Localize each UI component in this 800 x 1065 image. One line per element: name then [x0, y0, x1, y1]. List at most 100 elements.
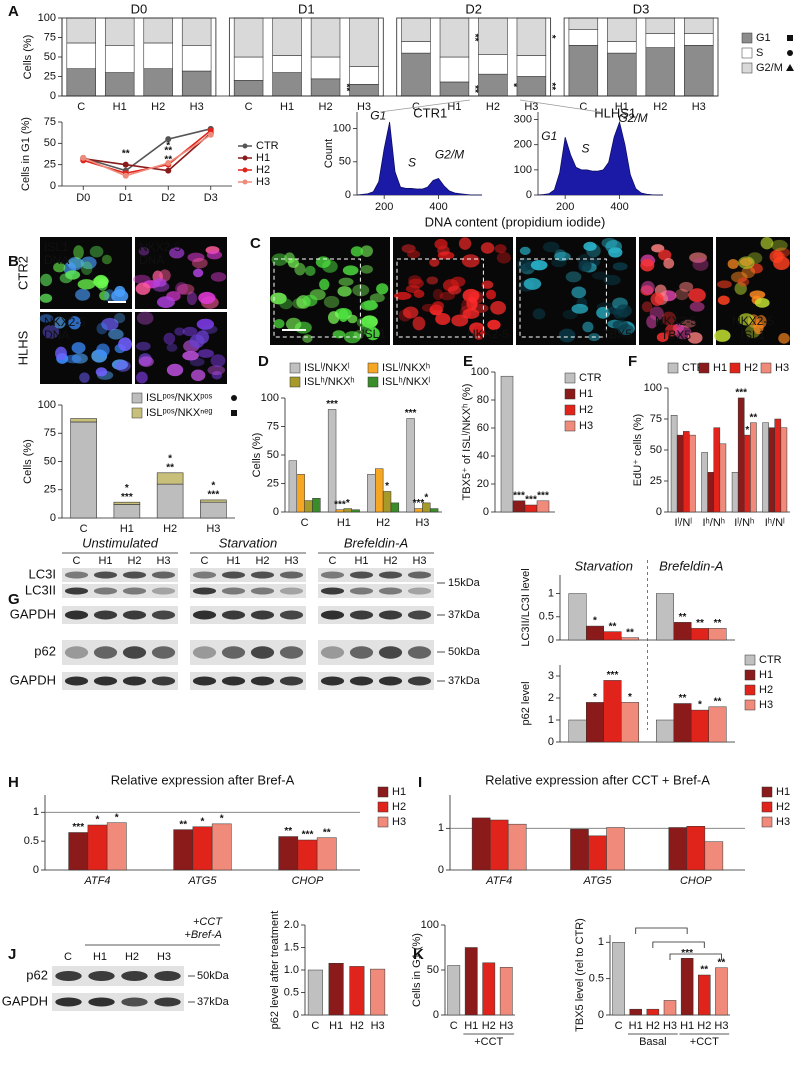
blot-band [407, 610, 432, 620]
bar-segment [113, 504, 141, 519]
bar-segment [143, 68, 173, 97]
bar-segment [607, 41, 637, 54]
nucleus [319, 278, 330, 291]
channel-label: NKX2-5 [139, 240, 181, 254]
blot-band [122, 646, 147, 659]
blot-band [378, 676, 403, 686]
blot-band [64, 587, 89, 595]
bar [316, 837, 337, 871]
bar [656, 719, 674, 743]
y-tick-label: 100 [261, 392, 279, 404]
x-tick-label: H1 [337, 517, 351, 529]
point [122, 172, 129, 179]
y-tick-label: 25 [44, 159, 56, 171]
blot-band [378, 571, 403, 579]
blot-strip [318, 606, 434, 624]
y-tick-label: 1 [33, 806, 39, 818]
panel-letter: I [418, 774, 422, 791]
blot-band [122, 676, 147, 686]
bar [192, 826, 213, 871]
bar [586, 702, 604, 743]
nucleus [176, 283, 195, 295]
peak-label: G2/M [618, 111, 647, 125]
blot-band [64, 646, 89, 659]
bar [568, 593, 587, 641]
bar [68, 832, 89, 871]
chart-title: Relative expression after Bref-A [111, 772, 295, 787]
nucleus [558, 328, 576, 343]
x-tick-label: H2 [163, 523, 177, 535]
x-tick-label: H1 [113, 101, 127, 113]
row-label: p62 [34, 643, 56, 658]
nucleus [542, 241, 560, 253]
bar-segment [70, 421, 97, 519]
nucleus [343, 331, 361, 344]
channel-label: DNA [139, 253, 164, 267]
histogram-area [356, 121, 482, 196]
nucleus [461, 254, 480, 268]
bar [297, 839, 318, 871]
bar-segment [104, 17, 135, 46]
nucleus [136, 311, 154, 325]
significance: *** [413, 498, 425, 509]
nucleus [73, 245, 84, 260]
group-label: D2 [465, 1, 482, 16]
nucleus [40, 273, 53, 287]
nucleus [487, 319, 501, 330]
bar [676, 434, 684, 513]
x-tick-label: H3 [499, 1020, 513, 1032]
lane-label: H1 [98, 555, 112, 567]
bar [656, 593, 674, 641]
x-tick-label: H1 [120, 523, 134, 535]
bar [603, 631, 622, 641]
significance: * [628, 692, 632, 703]
condition-label: Brefeldin-A [344, 535, 408, 550]
blot-band [221, 571, 246, 579]
nucleus [519, 246, 531, 255]
chart-title: CTR1 [413, 105, 447, 120]
significance: * [96, 815, 100, 826]
bar [715, 967, 728, 1016]
row-label: HLHS [15, 330, 30, 365]
nucleus [332, 330, 346, 339]
nucleus [432, 288, 444, 301]
bar [327, 409, 337, 513]
legend-swatch [698, 362, 710, 374]
blot-band [279, 587, 304, 595]
y-tick-label: 2 [548, 692, 554, 704]
legend-label: H2 [579, 404, 593, 416]
blot-band [64, 610, 89, 620]
x-tick-label: H2 [376, 517, 390, 529]
nucleus [270, 292, 287, 305]
chart-title: HLHS1 [594, 105, 636, 120]
blot-band [320, 646, 345, 659]
nucleus [138, 356, 154, 367]
x-tick-label: H1 [629, 1020, 643, 1032]
bar [612, 942, 625, 1016]
bar-segment [104, 72, 135, 97]
significance: ** [166, 462, 174, 473]
nucleus [192, 268, 204, 278]
x-tick-label: D0 [76, 192, 90, 204]
nucleus [210, 272, 227, 282]
legend-swatch [761, 801, 773, 813]
x-tick-label: C [615, 1020, 623, 1032]
row-label: GAPDH [10, 672, 56, 687]
legend-swatch [564, 420, 576, 432]
bar-segment [684, 33, 714, 46]
bar [744, 434, 751, 513]
blot-band [121, 971, 148, 981]
y-tick-label: 0 [656, 506, 662, 518]
blot-band [279, 676, 304, 686]
bar-segment [156, 472, 184, 485]
blot-band [250, 610, 275, 620]
significance: ** [750, 412, 758, 423]
blot-band [93, 676, 118, 686]
bar [447, 965, 461, 1016]
nucleus [302, 334, 313, 343]
blot-band [349, 646, 374, 659]
x-tick-label: H3 [206, 523, 220, 535]
y-tick-label: 1 [438, 822, 444, 834]
legend-label: ISLᵖᵒˢ/NKXⁿᵉᵍ [146, 407, 212, 419]
line [83, 128, 211, 172]
